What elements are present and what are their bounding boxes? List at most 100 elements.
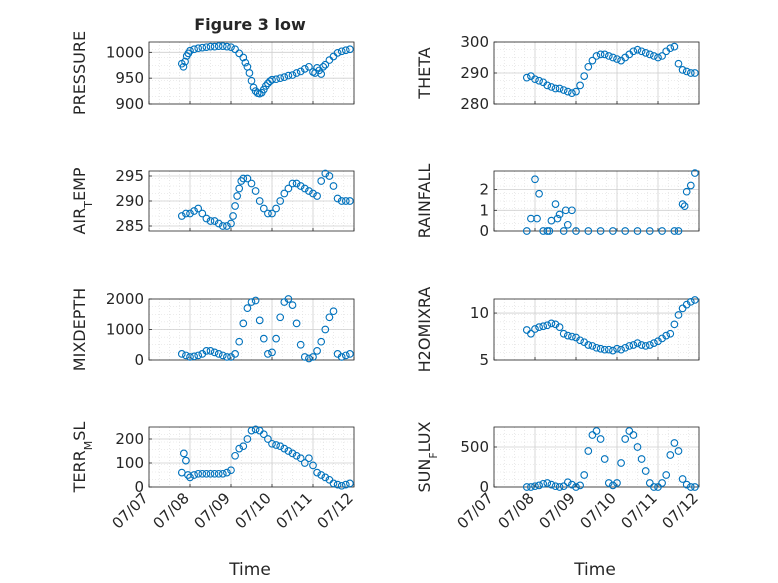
y-tick-label: 1000 (106, 43, 144, 61)
data-point (190, 45, 198, 54)
subplot-mixdepth: 0 1000 2000 MIXDEPTH (70, 288, 355, 371)
data-point (202, 347, 211, 355)
data-point (247, 179, 256, 188)
data-point (333, 480, 342, 489)
data-point (329, 182, 338, 190)
data-point (313, 468, 321, 477)
data-point (563, 87, 572, 96)
data-point (617, 345, 625, 354)
y-axis-label: H2OMIXRA (415, 287, 434, 373)
data-point (531, 325, 539, 333)
data-point (321, 60, 330, 69)
y-axis-label: PRESSURE (70, 31, 89, 115)
data-point (243, 435, 252, 443)
y-tick-label: 1 (479, 201, 489, 219)
data-point (547, 83, 556, 91)
data-point (547, 480, 556, 489)
data-point (691, 483, 699, 491)
data-point (317, 337, 326, 346)
data-point (346, 350, 354, 358)
data-point (292, 451, 301, 460)
data-point (568, 480, 576, 489)
data-point (535, 189, 543, 198)
data-point (179, 62, 188, 71)
data-point (313, 192, 321, 200)
data-point (182, 456, 190, 465)
data-point (535, 76, 543, 85)
data-point (580, 72, 589, 80)
data-point (682, 187, 691, 196)
data-point (296, 67, 305, 76)
data-point (210, 348, 219, 357)
data-point (276, 313, 285, 322)
data-point (190, 207, 198, 215)
data-point (288, 449, 297, 458)
data-point (239, 319, 248, 328)
data-point (292, 179, 301, 188)
y-tick-label: 500 (460, 438, 489, 456)
y-tick-label: 280 (460, 95, 489, 113)
data-point (214, 219, 223, 228)
data-point (621, 343, 630, 352)
data-point (227, 466, 235, 475)
data-point (588, 342, 597, 350)
data-point (576, 81, 584, 90)
y-axis-label: RAINFALL (415, 164, 434, 239)
data-point (584, 447, 593, 455)
data-point (321, 169, 330, 178)
data-point (674, 447, 683, 455)
data-point (280, 189, 289, 198)
data-point (551, 200, 560, 208)
data-point (264, 435, 272, 443)
data-point (691, 169, 699, 177)
data-point (341, 46, 350, 55)
data-point (198, 43, 207, 52)
data-point (235, 337, 244, 346)
data-point (576, 336, 584, 345)
subplot-pressure: 900 950 1000 PRESSURE (70, 31, 355, 115)
data-point (625, 342, 634, 350)
x-axis-label-left: Time (228, 560, 271, 580)
data-point (243, 304, 252, 313)
data-point (662, 331, 671, 340)
data-point (680, 202, 689, 211)
data-point (300, 459, 309, 467)
data-point (223, 222, 231, 230)
axes-box (493, 298, 700, 361)
data-point (305, 62, 313, 71)
data-point (202, 43, 211, 52)
data-point (337, 353, 346, 361)
data-point (337, 197, 346, 205)
data-point (555, 210, 564, 219)
data-point (272, 204, 280, 213)
data-point (559, 86, 568, 94)
y-tick-label: 300 (460, 33, 489, 51)
data-point (296, 454, 305, 463)
data-point (313, 347, 321, 355)
y-axis-label: MIXDEPTH (70, 288, 89, 371)
y-tick-label: 290 (115, 192, 144, 210)
data-point (177, 212, 186, 220)
data-point (539, 322, 548, 331)
data-point (555, 483, 564, 491)
y-axis-label: THETA (415, 47, 434, 99)
data-point (247, 426, 256, 435)
y-tick-label: 285 (115, 217, 144, 235)
data-point (650, 339, 658, 347)
data-point (202, 214, 211, 223)
data-point (206, 217, 215, 225)
data-point (588, 431, 597, 439)
data-point (296, 182, 305, 190)
data-point (198, 209, 207, 218)
data-point (535, 481, 543, 490)
data-point (272, 75, 280, 84)
data-point (686, 69, 695, 77)
y-tick-label: 1000 (106, 321, 144, 339)
data-point (280, 444, 289, 453)
data-point (276, 442, 285, 451)
data-point (551, 482, 560, 491)
data-point (584, 62, 593, 71)
data-point (247, 76, 256, 85)
data-point (276, 74, 285, 83)
